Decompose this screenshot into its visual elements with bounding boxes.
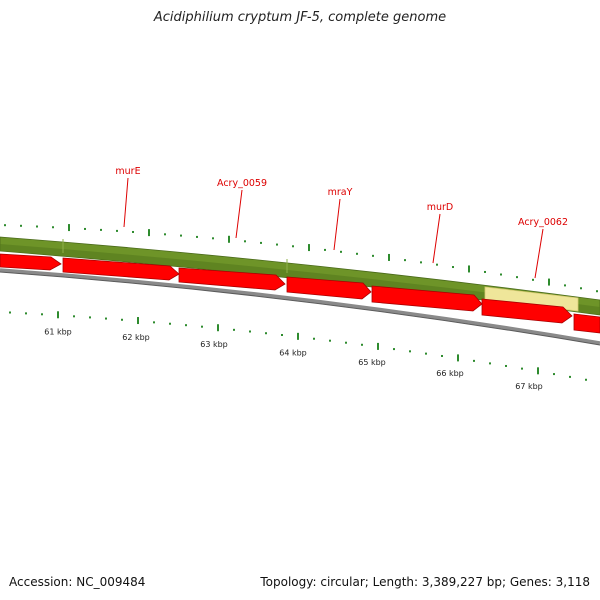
genome-summary-text: Topology: circular; Length: 3,389,227 bp… [260,575,590,589]
gene-leader-line [432,213,441,264]
cds-arrow-row [0,253,600,334]
gene-leader-line [235,189,243,239]
scale-label: 61 kbp [44,327,72,336]
gene-label-group: murE Acry_0059 mraY murD Acry_0062 [115,166,568,279]
accession-text: Accession: NC_009484 [9,575,146,589]
gene-label[interactable]: Acry_0059 [217,178,267,189]
scale-label: 62 kbp [122,333,150,342]
gene-label[interactable]: mraY [328,187,353,198]
gene-track-band-shade [0,244,600,315]
scale-label: 65 kbp [358,358,386,367]
scale-label: 64 kbp [279,348,307,357]
scale-label: 63 kbp [200,340,228,349]
cds-arrow[interactable] [481,298,573,324]
inner-tick-row [9,311,587,381]
cds-arrow[interactable] [573,313,600,334]
gene-track-highlight[interactable] [484,286,579,312]
cds-arrow[interactable] [286,276,372,300]
gene-leader-line [333,198,341,251]
gene-label[interactable]: murE [115,166,140,177]
genome-backbone [0,268,600,345]
cds-arrow[interactable] [62,257,180,281]
cds-arrow[interactable] [0,253,62,271]
scale-label-group: 61 kbp 62 kbp 63 kbp 64 kbp 65 kbp 66 kbp 67 k… [44,327,543,391]
outer-tick-row [4,224,598,293]
cds-arrow[interactable] [371,285,483,312]
genome-title: Acidiphilium cryptum JF-5, complete geno… [153,10,447,25]
gene-label[interactable]: Acry_0062 [518,217,568,228]
scale-label: 66 kbp [436,369,464,378]
cds-arrow[interactable] [178,267,286,291]
gene-label[interactable]: murD [427,202,454,213]
gene-leader-line [534,228,544,279]
genome-backbone-edge [0,271,600,346]
gene-leader-line [123,177,129,228]
scale-label: 67 kbp [515,382,543,391]
